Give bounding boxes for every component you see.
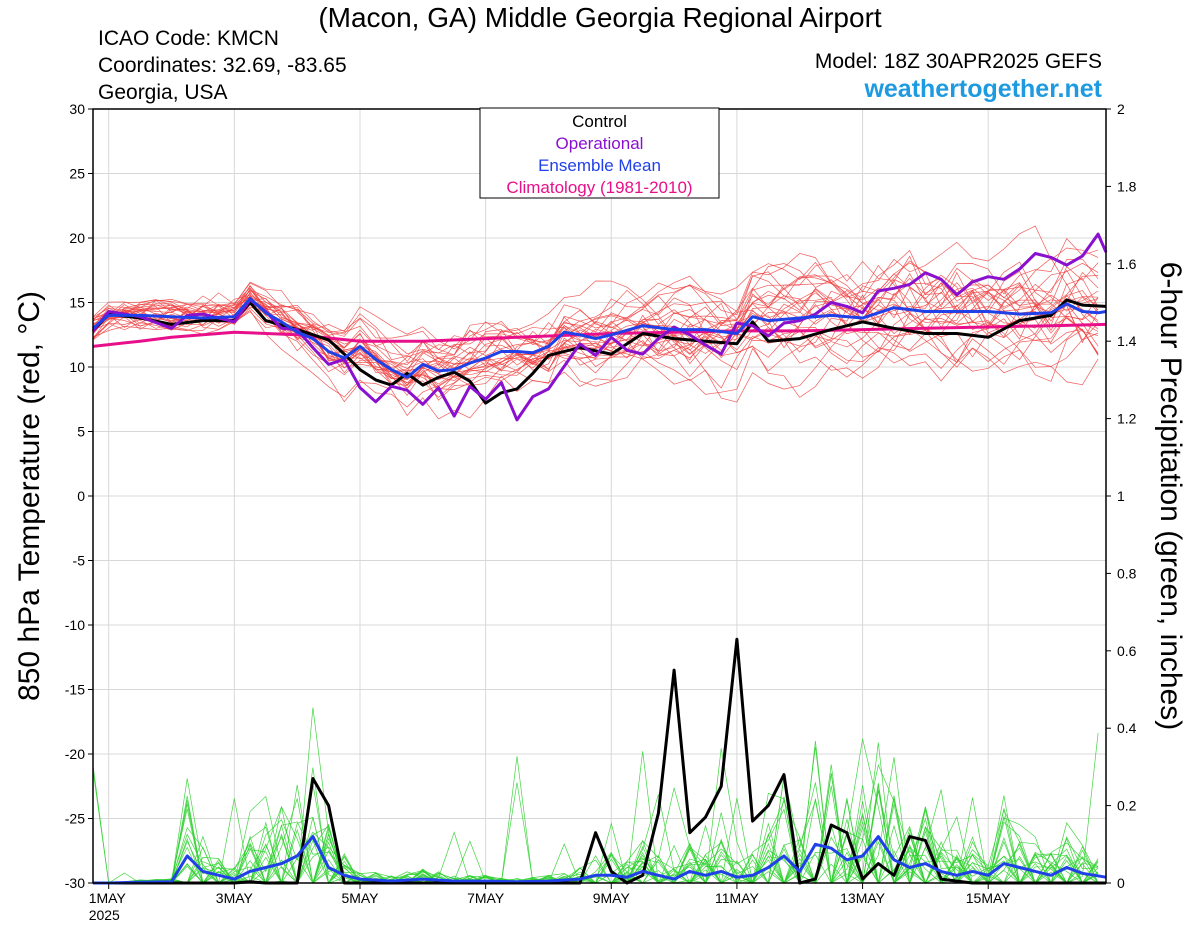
temp-member-line: [92, 257, 1099, 408]
axes: [88, 108, 1111, 889]
legend-item: Ensemble Mean: [538, 156, 661, 175]
x-tick-label: 7MAY: [467, 890, 505, 906]
chart-title: (Macon, GA) Middle Georgia Regional Airp…: [318, 2, 882, 33]
precip-controlline: [93, 637, 1106, 885]
legend-item: Operational: [556, 134, 644, 153]
y2-tick-label: 1: [1117, 488, 1125, 504]
y-tick-label: 5: [77, 424, 85, 440]
temp-member-line: [92, 270, 1099, 390]
temp-climatology-1981-2010-line: [92, 322, 1107, 348]
precip-member-line: [93, 800, 1099, 884]
y-tick-label: 25: [69, 166, 85, 182]
temp-member-line: [92, 285, 1099, 385]
site-link[interactable]: weathertogether.net: [864, 75, 1102, 103]
x-tick-label: 15MAY: [966, 890, 1012, 906]
y-tick-label: 15: [69, 295, 85, 311]
precip-member-line: [93, 757, 1099, 885]
tick-labels: -30-25-20-15-10-505101520253000.20.40.60…: [65, 101, 1137, 923]
temp-member-line: [92, 279, 1099, 378]
temp-member-line: [92, 301, 1099, 390]
y-tick-label: 0: [77, 488, 85, 504]
y-tick-label: -25: [65, 811, 85, 827]
legend-box: [479, 107, 720, 199]
legend-item: Climatology (1981-2010): [506, 178, 692, 197]
y-tick-label: 30: [69, 101, 85, 117]
y-tick-label: -20: [65, 746, 85, 762]
x-tick-label: 11MAY: [715, 890, 759, 906]
precip-ensemble-meanline: [93, 835, 1107, 885]
y2-tick-label: 2: [1117, 101, 1125, 117]
ensemble-member-lines: [92, 225, 1099, 885]
x-tick-sublabel: 2025: [89, 907, 120, 923]
y2-tick-label: 0.2: [1117, 798, 1137, 814]
x-tick-label: 9MAY: [593, 890, 631, 906]
y2-tick-label: 0.6: [1117, 643, 1137, 659]
temp-member-line: [92, 273, 1099, 368]
temp-ensemble-meanline: [92, 297, 1107, 379]
y2-tick-label: 1.6: [1117, 256, 1137, 272]
precip-member-line: [93, 756, 1099, 884]
icao-code: ICAO Code: KMCN: [98, 27, 279, 50]
legend-item: Control: [572, 112, 627, 131]
temp-member-line: [92, 271, 1099, 387]
y2-tick-label: 0.4: [1117, 720, 1137, 736]
y2-tick-label: 0: [1117, 875, 1125, 891]
region: Georgia, USA: [98, 81, 228, 104]
temp-member-line: [92, 304, 1099, 382]
temp-member-line: [92, 255, 1099, 365]
y-tick-label: 20: [69, 230, 85, 246]
coordinates: Coordinates: 32.69, -83.65: [98, 54, 347, 77]
temp-member-line: [92, 263, 1099, 374]
temp-controlline: [91, 298, 1107, 405]
x-tick-label: 5MAY: [341, 890, 379, 906]
y-tick-label: 10: [69, 359, 85, 375]
precip-member-line: [93, 742, 1099, 885]
y2-tick-label: 1.4: [1117, 333, 1137, 349]
legend: Control Operational Ensemble Mean Climatolo…: [479, 107, 720, 199]
x-tick-label: 1MAY: [89, 890, 127, 906]
y2-tick-label: 1.8: [1117, 178, 1137, 194]
precip-member-line: [93, 796, 1099, 884]
temp-member-line: [92, 264, 1099, 373]
precip-member-line: [93, 799, 1099, 885]
x-tick-label: 13MAY: [840, 890, 886, 906]
x-tick-label: 3MAY: [216, 890, 254, 906]
y-tick-label: -15: [65, 682, 85, 698]
series-lines: [91, 232, 1108, 885]
grid-lines: [93, 108, 1106, 884]
y-tick-label: -10: [65, 617, 85, 633]
model-label: Model: 18Z 30APR2025 GEFS: [814, 50, 1102, 73]
y-tick-label: -5: [73, 553, 86, 569]
y-tick-label: -30: [65, 875, 85, 891]
y2-tick-label: 1.2: [1117, 411, 1137, 427]
y2-tick-label: 0.8: [1117, 565, 1137, 581]
